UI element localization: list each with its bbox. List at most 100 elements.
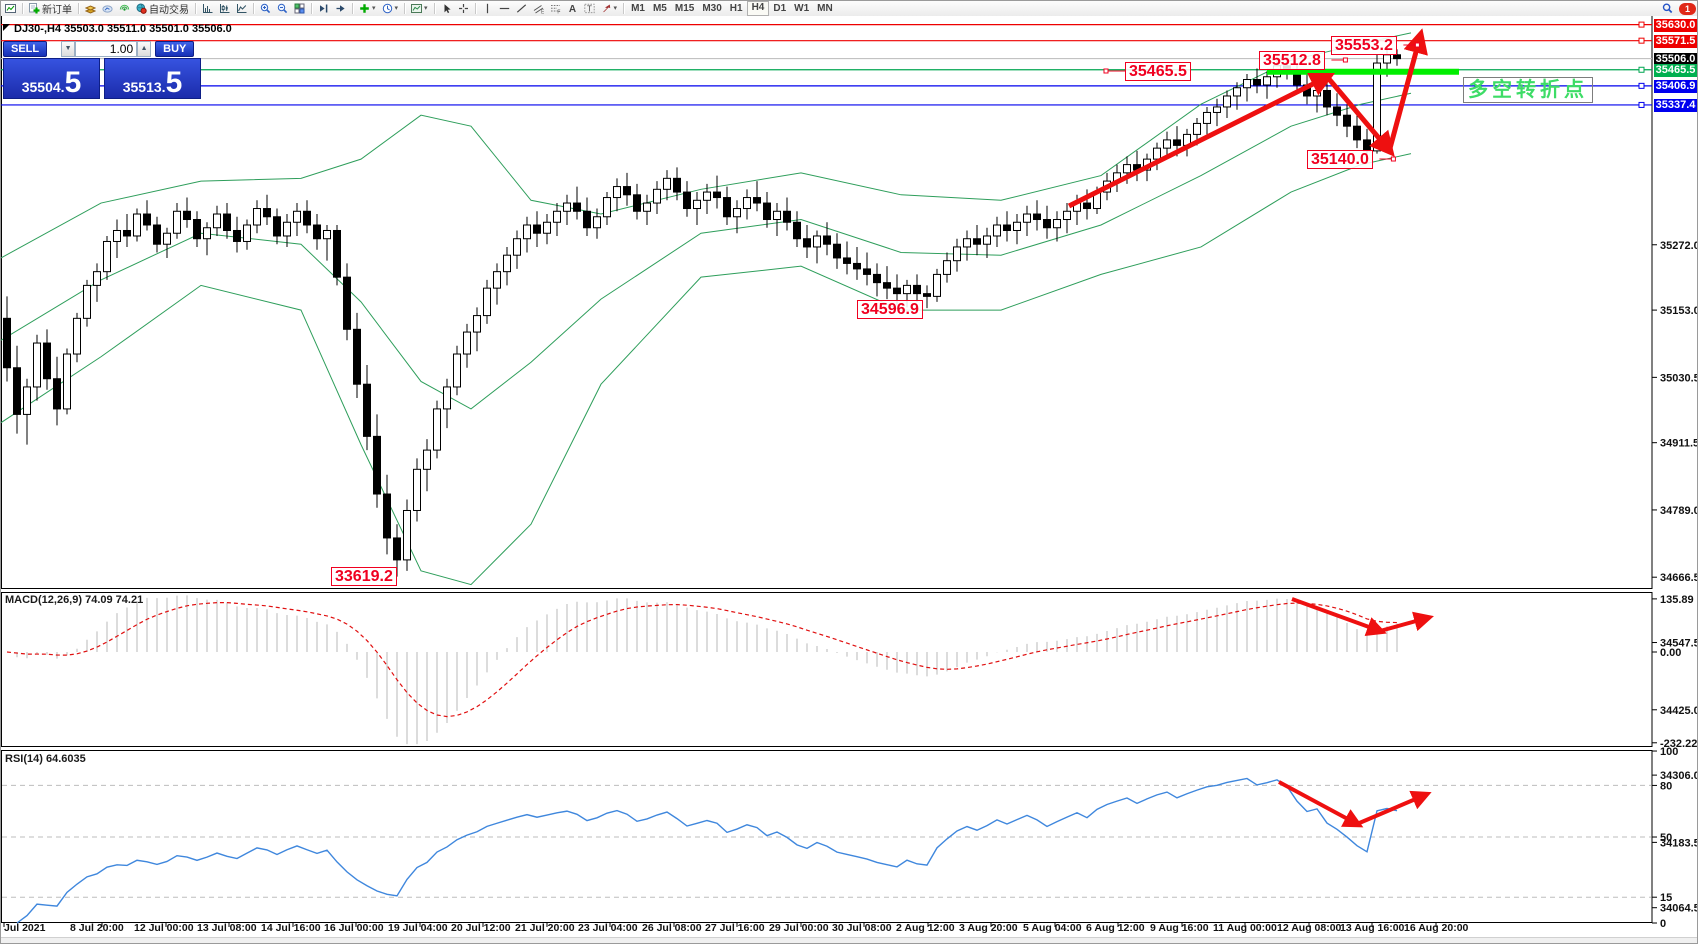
time-axis-label: 9 Aug 16:00 [1150,922,1209,934]
svg-text:100: 100 [1660,746,1678,758]
timeframe-d1[interactable]: D1 [773,3,787,14]
search-button[interactable] [1659,2,1676,16]
shapes-icon [602,4,610,13]
new-order-icon [29,3,40,14]
time-axis-label: 16 Jul 00:00 [324,922,384,934]
shift-end-button[interactable] [332,2,349,16]
shift-right-button[interactable] [315,2,332,16]
candlestick-chart-button[interactable] [216,2,233,16]
svg-text:34306.0: 34306.0 [1660,770,1698,782]
time-axis-label: 29 Jul 00:00 [769,922,829,934]
text-label-button[interactable]: T [581,2,598,16]
autotrade-label: 自动交易 [149,5,189,16]
timeframe-m15[interactable]: M15 [674,3,695,14]
clock-button[interactable]: ▾ [379,2,402,16]
time-axis-label: 3 Aug 20:00 [959,922,1018,934]
timeframe-h1[interactable]: H1 [729,3,743,14]
layers-button[interactable] [82,2,99,16]
time-axis-label: 20 Jul 12:00 [451,922,511,934]
add-indicator-button[interactable]: ▾ [356,2,379,16]
zoom-out-icon [277,3,288,14]
line-chart-button[interactable] [233,2,250,16]
price-axis-tag: 35506.0 [1654,52,1697,66]
svg-text:E: E [541,10,544,15]
tile-windows-icon [294,3,305,14]
svg-text:A: A [568,4,575,14]
timeframe-h4[interactable]: H4 [746,1,770,16]
bar-chart-button[interactable] [199,2,216,16]
svg-text:35030.5: 35030.5 [1660,372,1698,384]
timeframe-w1[interactable]: W1 [794,3,810,14]
price-annotation[interactable]: 34596.9 [857,300,923,319]
buy-button[interactable]: BUY [155,41,195,57]
chart-window-button[interactable] [2,2,19,16]
line-chart-icon [237,4,247,13]
text-icon: A [568,4,575,14]
sell-button[interactable]: SELL [3,41,48,57]
time-axis-label: 30 Jul 08:00 [832,922,892,934]
shapes-button[interactable]: ▾ [598,2,621,16]
zoom-out-button[interactable] [274,2,291,16]
hline-button[interactable] [496,2,513,16]
shift-right-icon [320,4,328,13]
svg-text:135.89: 135.89 [1660,594,1694,606]
price-annotation[interactable]: 33619.2 [331,567,397,586]
sell-price-display[interactable]: 35504. 5 [3,58,100,99]
channel-icon: E [533,5,544,15]
timeframe-m30[interactable]: M30 [702,3,722,14]
timeframe-m5[interactable]: M5 [652,3,667,14]
svg-text:15: 15 [1660,892,1672,904]
fibonacci-button[interactable]: F [547,2,564,16]
autotrade-button[interactable]: 自动交易 [133,2,192,16]
svg-text:0.00: 0.00 [1660,647,1681,659]
svg-text:35272.0: 35272.0 [1660,240,1698,252]
toolbar-separator [404,3,406,14]
svg-text:34425.0: 34425.0 [1660,705,1698,717]
vline-icon [486,3,488,14]
price-annotation[interactable]: 35512.8 [1259,51,1325,70]
signal-button[interactable] [116,2,133,16]
rsi-indicator-label: RSI(14) 64.6035 [5,753,86,765]
toolbar-separator [22,3,23,14]
main-chart-canvas[interactable]: 35272.0 35153.0 35030.5 34911.5 34789.0 34666… [1,16,1698,944]
toolbar-separator [78,3,79,14]
new-order-button[interactable]: 新订单 [26,2,75,16]
svg-text:0: 0 [1660,918,1666,930]
timeframe-mn[interactable]: MN [817,3,833,14]
toolbar-separator [352,3,353,14]
chart-profile-button[interactable]: ▾ [408,2,431,16]
cursor-button[interactable] [438,2,455,16]
price-annotation[interactable]: 35465.5 [1125,62,1191,81]
volume-decrease-stepper[interactable]: ▼ [61,41,76,57]
time-axis-label: 21 Jul 20:00 [515,922,575,934]
time-axis-label: 5 Aug 04:00 [1023,922,1082,934]
search-icon [1662,3,1673,14]
chart-corner-icon [3,24,10,31]
fibonacci-icon: F [550,5,560,14]
turning-point-note[interactable]: 多空转折点 [1463,77,1593,103]
price-annotation[interactable]: 35140.0 [1307,150,1373,169]
vline-button[interactable] [479,2,496,16]
time-axis-label: 16 Aug 20:00 [1404,922,1469,934]
zoom-in-button[interactable] [257,2,274,16]
price-axis-tag: 35465.5 [1654,63,1697,77]
svg-text:34789.0: 34789.0 [1660,505,1698,517]
volume-input[interactable] [75,41,138,57]
time-axis-label: Jul 2021 [4,922,46,934]
text-label-icon: T [583,3,595,13]
notification-badge[interactable]: 1 [1679,2,1696,15]
cloud-button[interactable] [99,2,116,16]
tile-windows-button[interactable] [291,2,308,16]
text-button[interactable]: A [564,2,581,16]
sell-price-big-digit: 5 [64,66,82,99]
buy-price-display[interactable]: 35513. 5 [104,58,201,99]
chart-area[interactable]: 35272.0 35153.0 35030.5 34911.5 34789.0 34666… [1,16,1698,944]
time-axis-label: 12 Aug 08:00 [1277,922,1342,934]
channel-button[interactable]: E [530,2,547,16]
price-annotation[interactable]: 35553.2 [1331,36,1397,55]
volume-increase-stepper[interactable]: ▲ [137,41,152,57]
timeframe-m1[interactable]: M1 [631,3,645,14]
crosshair-button[interactable] [455,2,472,16]
trendline-button[interactable] [513,2,530,16]
